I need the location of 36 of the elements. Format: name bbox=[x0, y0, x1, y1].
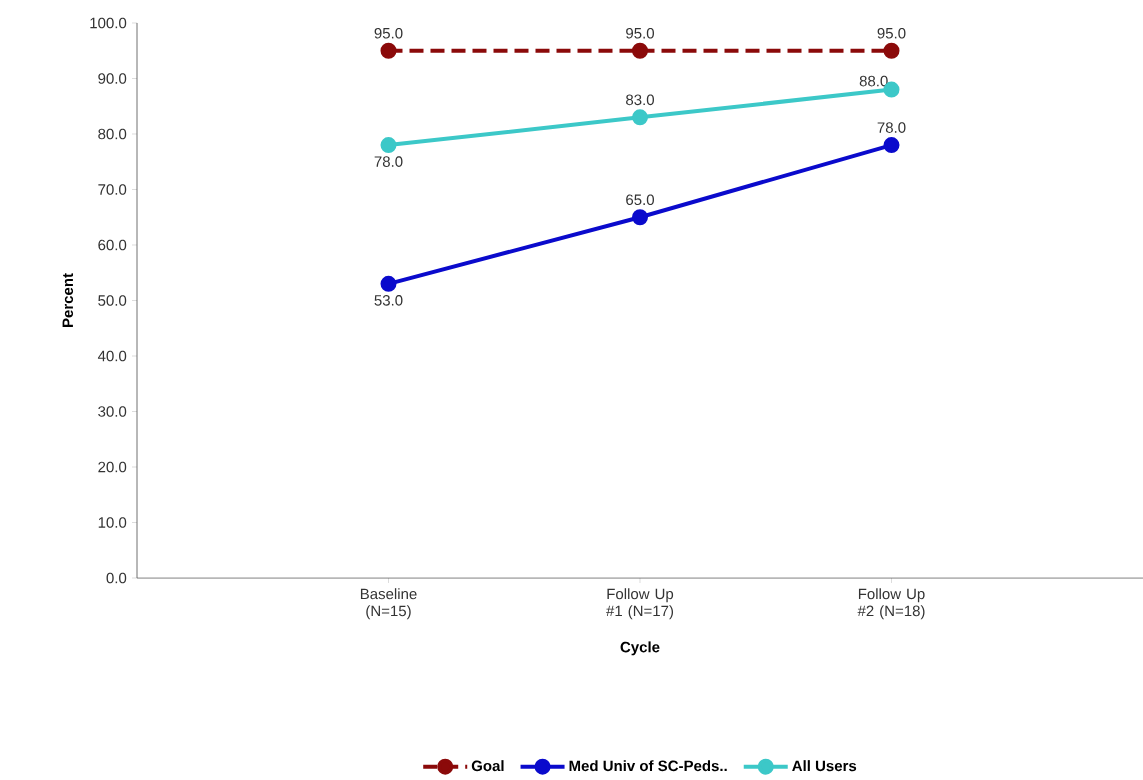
data-label: 95.0 bbox=[877, 27, 906, 39]
y-tick-label: 60.0 bbox=[98, 239, 127, 251]
x-axis-title: Cycle bbox=[620, 641, 660, 656]
point bbox=[380, 275, 397, 292]
point bbox=[632, 109, 648, 126]
data-label: 78.0 bbox=[877, 122, 906, 133]
data-label: 95.0 bbox=[626, 27, 654, 39]
point bbox=[632, 209, 648, 226]
y-tick-label: 0.0 bbox=[106, 572, 127, 584]
data-label: 95.0 bbox=[374, 27, 403, 39]
y-tick-label: 10.0 bbox=[98, 517, 127, 528]
data-label: 65.0 bbox=[626, 194, 654, 206]
data-label: 53.0 bbox=[374, 295, 403, 306]
y-tick-label: 30.0 bbox=[98, 406, 127, 417]
x-tick-label: Follow Up #1 (N=17) bbox=[606, 588, 674, 620]
point bbox=[380, 137, 397, 154]
y-tick-label: 80.0 bbox=[98, 128, 127, 140]
legend-label: Med Univ of SC-Peds.. bbox=[569, 760, 727, 772]
point bbox=[632, 42, 648, 59]
y-tick-label: 50.0 bbox=[98, 295, 127, 306]
y-tick-label: 40.0 bbox=[97, 350, 127, 362]
point bbox=[883, 42, 900, 59]
data-label: 88.0 bbox=[859, 75, 888, 87]
point bbox=[883, 137, 900, 154]
y-tick-label: 100.0 bbox=[90, 17, 127, 29]
data-label: 83.0 bbox=[626, 94, 654, 106]
legend-label: All Users bbox=[792, 760, 857, 772]
y-axis-title: Percent bbox=[62, 273, 74, 328]
x-tick-label: Follow Up #2 (N=18) bbox=[857, 588, 925, 620]
y-tick-label: 90.0 bbox=[98, 73, 127, 84]
y-tick-label: 70.0 bbox=[98, 184, 127, 195]
y-tick-label: 20.0 bbox=[98, 461, 127, 473]
x-tick-label: Baseline (N=15) bbox=[360, 588, 417, 620]
data-label: 78.0 bbox=[374, 156, 403, 167]
legend-label: Goal bbox=[471, 760, 504, 772]
point bbox=[380, 42, 397, 59]
